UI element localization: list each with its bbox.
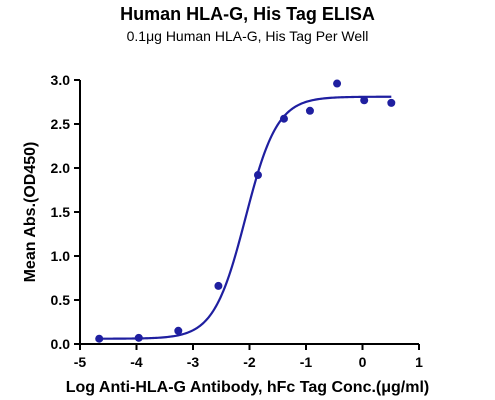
y-tick-label: 0.0 bbox=[51, 336, 71, 352]
chart-subtitle: 0.1μg Human HLA-G, His Tag Per Well bbox=[127, 28, 369, 44]
fit-curve bbox=[99, 95, 392, 340]
data-point bbox=[333, 79, 342, 88]
x-tick-label: -4 bbox=[130, 354, 143, 370]
x-tick-label: -3 bbox=[187, 354, 200, 370]
data-point bbox=[95, 334, 104, 343]
y-tick-label: 2.5 bbox=[51, 116, 71, 132]
x-tick-label: -1 bbox=[300, 354, 313, 370]
y-tick-label: 3.0 bbox=[51, 72, 71, 88]
data-point bbox=[253, 171, 262, 180]
x-tick-label: -5 bbox=[74, 354, 87, 370]
data-point bbox=[134, 333, 143, 342]
chart-title: Human HLA-G, His Tag ELISA bbox=[120, 4, 375, 24]
x-tick-label: -2 bbox=[243, 354, 256, 370]
data-point bbox=[174, 326, 183, 335]
data-point bbox=[279, 114, 288, 123]
data-point bbox=[305, 106, 314, 115]
y-ticks: 0.0 0.5 1.0 1.5 2.0 2.5 3.0 bbox=[51, 72, 80, 352]
x-axis-title: Log Anti-HLA-G Antibody, hFc Tag Conc.(μ… bbox=[66, 379, 430, 396]
x-tick-label: 1 bbox=[415, 354, 423, 370]
y-tick-label: 1.0 bbox=[51, 248, 71, 264]
x-ticks: -5 -4 -3 -2 -1 0 1 bbox=[74, 344, 423, 370]
data-point bbox=[214, 281, 223, 290]
y-axis-title: Mean Abs.(OD450) bbox=[22, 142, 39, 283]
axes bbox=[79, 80, 419, 345]
data-point bbox=[387, 98, 396, 107]
y-tick-label: 0.5 bbox=[51, 292, 71, 308]
data-points bbox=[95, 79, 396, 343]
y-tick-label: 1.5 bbox=[51, 204, 71, 220]
x-tick-label: 0 bbox=[359, 354, 367, 370]
data-point bbox=[360, 96, 369, 105]
y-tick-label: 2.0 bbox=[51, 160, 71, 176]
